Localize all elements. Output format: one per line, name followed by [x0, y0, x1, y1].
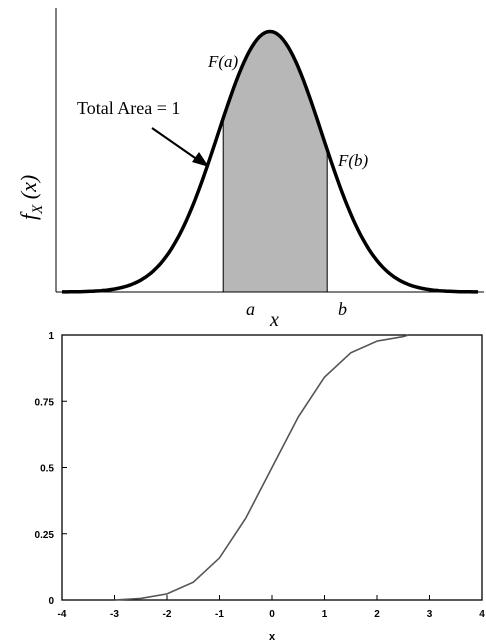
x-tick-label: -4 — [58, 609, 67, 620]
fa-label: F(a) — [207, 52, 239, 71]
shaded-probability-region — [223, 31, 328, 292]
cdf-curve — [114, 334, 409, 601]
ylabel-arg: (x) — [16, 175, 41, 205]
pdf-y-axis-label: fX (x) — [16, 175, 46, 220]
pdf-curve — [62, 29, 478, 294]
x-tick-label: 3 — [427, 609, 433, 620]
pdf-chart: fX (x) Total Area = 1 F(a) F(b) a b x — [16, 8, 484, 331]
a-label: a — [246, 299, 255, 319]
x-tick-label: 0 — [269, 609, 275, 620]
x-tick-label: -3 — [110, 609, 119, 620]
total-area-label: Total Area = 1 — [77, 98, 180, 118]
b-label: b — [338, 299, 347, 319]
x-tick-label: 1 — [322, 609, 328, 620]
ylabel-main: f — [16, 211, 41, 220]
fb-label: F(b) — [337, 151, 369, 170]
y-tick-label: 0 — [48, 596, 54, 607]
ylabel-sub: X — [30, 204, 46, 215]
y-tick-label: 0.75 — [35, 397, 55, 408]
cdf-x-axis-label: x — [269, 631, 276, 643]
x-tick-label: 4 — [479, 609, 485, 620]
y-tick-label: 0.5 — [40, 464, 54, 475]
x-tick-label: -1 — [215, 609, 224, 620]
x-tick-label: -2 — [163, 609, 172, 620]
x-tick-label: 2 — [374, 609, 380, 620]
y-tick-label: 1 — [48, 331, 54, 342]
cdf-chart: -4 -3 -2 -1 0 1 2 3 4 0 0.25 0.5 0.75 1 x — [35, 331, 486, 643]
total-area-arrow — [151, 127, 209, 167]
y-tick-label: 0.25 — [35, 530, 55, 541]
pdf-x-axis-label: x — [269, 309, 279, 331]
cdf-ticks: -4 -3 -2 -1 0 1 2 3 4 0 0.25 0.5 0.75 1 — [35, 331, 486, 620]
